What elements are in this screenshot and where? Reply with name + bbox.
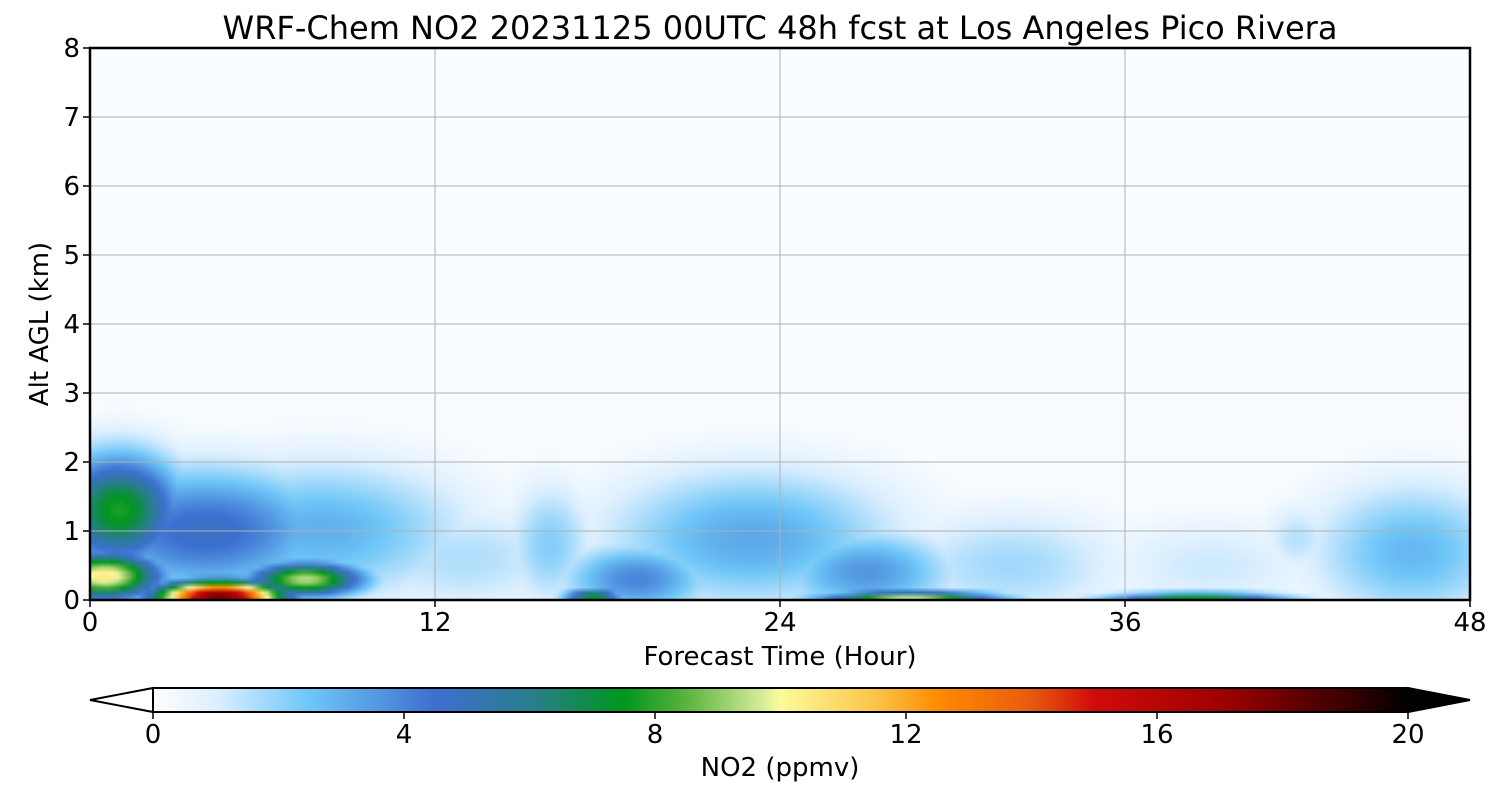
x-tick-label: 24 bbox=[763, 608, 796, 638]
colorbar-tick-label: 20 bbox=[1391, 720, 1424, 750]
y-tick-label: 5 bbox=[63, 241, 80, 271]
colorbar-tick-label: 12 bbox=[889, 720, 922, 750]
colorbar-tick-label: 4 bbox=[396, 720, 413, 750]
y-tick-label: 8 bbox=[63, 34, 80, 64]
colorbar-tick-label: 8 bbox=[647, 720, 664, 750]
y-tick-label: 0 bbox=[63, 586, 80, 616]
colorbar-tick-label: 16 bbox=[1140, 720, 1173, 750]
x-tick-label: 36 bbox=[1108, 608, 1141, 638]
x-tick-label: 0 bbox=[82, 608, 99, 638]
grid-lines bbox=[90, 48, 1470, 600]
y-tick-label: 4 bbox=[63, 310, 80, 340]
y-tick-label: 3 bbox=[63, 379, 80, 409]
y-tick-label: 6 bbox=[63, 172, 80, 202]
x-tick-label: 48 bbox=[1453, 608, 1486, 638]
y-tick-label: 7 bbox=[63, 103, 80, 133]
x-axis-ticks: 0 12 24 36 48 bbox=[82, 600, 1487, 638]
colorbar-high-extend bbox=[1407, 686, 1471, 714]
y-axis-ticks: 0 1 2 3 4 5 6 7 8 bbox=[63, 34, 90, 616]
colorbar-bar bbox=[152, 687, 1409, 713]
y-tick-label: 1 bbox=[63, 517, 80, 547]
chart-title: WRF-Chem NO2 20231125 00UTC 48h fcst at … bbox=[223, 9, 1338, 47]
y-tick-label: 2 bbox=[63, 448, 80, 478]
colorbar-low-extend bbox=[89, 686, 154, 714]
colorbar-label: NO2 (ppmv) bbox=[701, 753, 860, 783]
colorbar-ticks: 0 4 8 12 16 20 bbox=[145, 712, 1425, 750]
x-axis-label: Forecast Time (Hour) bbox=[643, 642, 916, 672]
colorbar-tick-label: 0 bbox=[145, 720, 162, 750]
x-tick-label: 12 bbox=[418, 608, 451, 638]
y-axis-label: Alt AGL (km) bbox=[25, 242, 55, 406]
colorbar: 0 4 8 12 16 20 NO2 (ppmv) bbox=[89, 686, 1471, 783]
